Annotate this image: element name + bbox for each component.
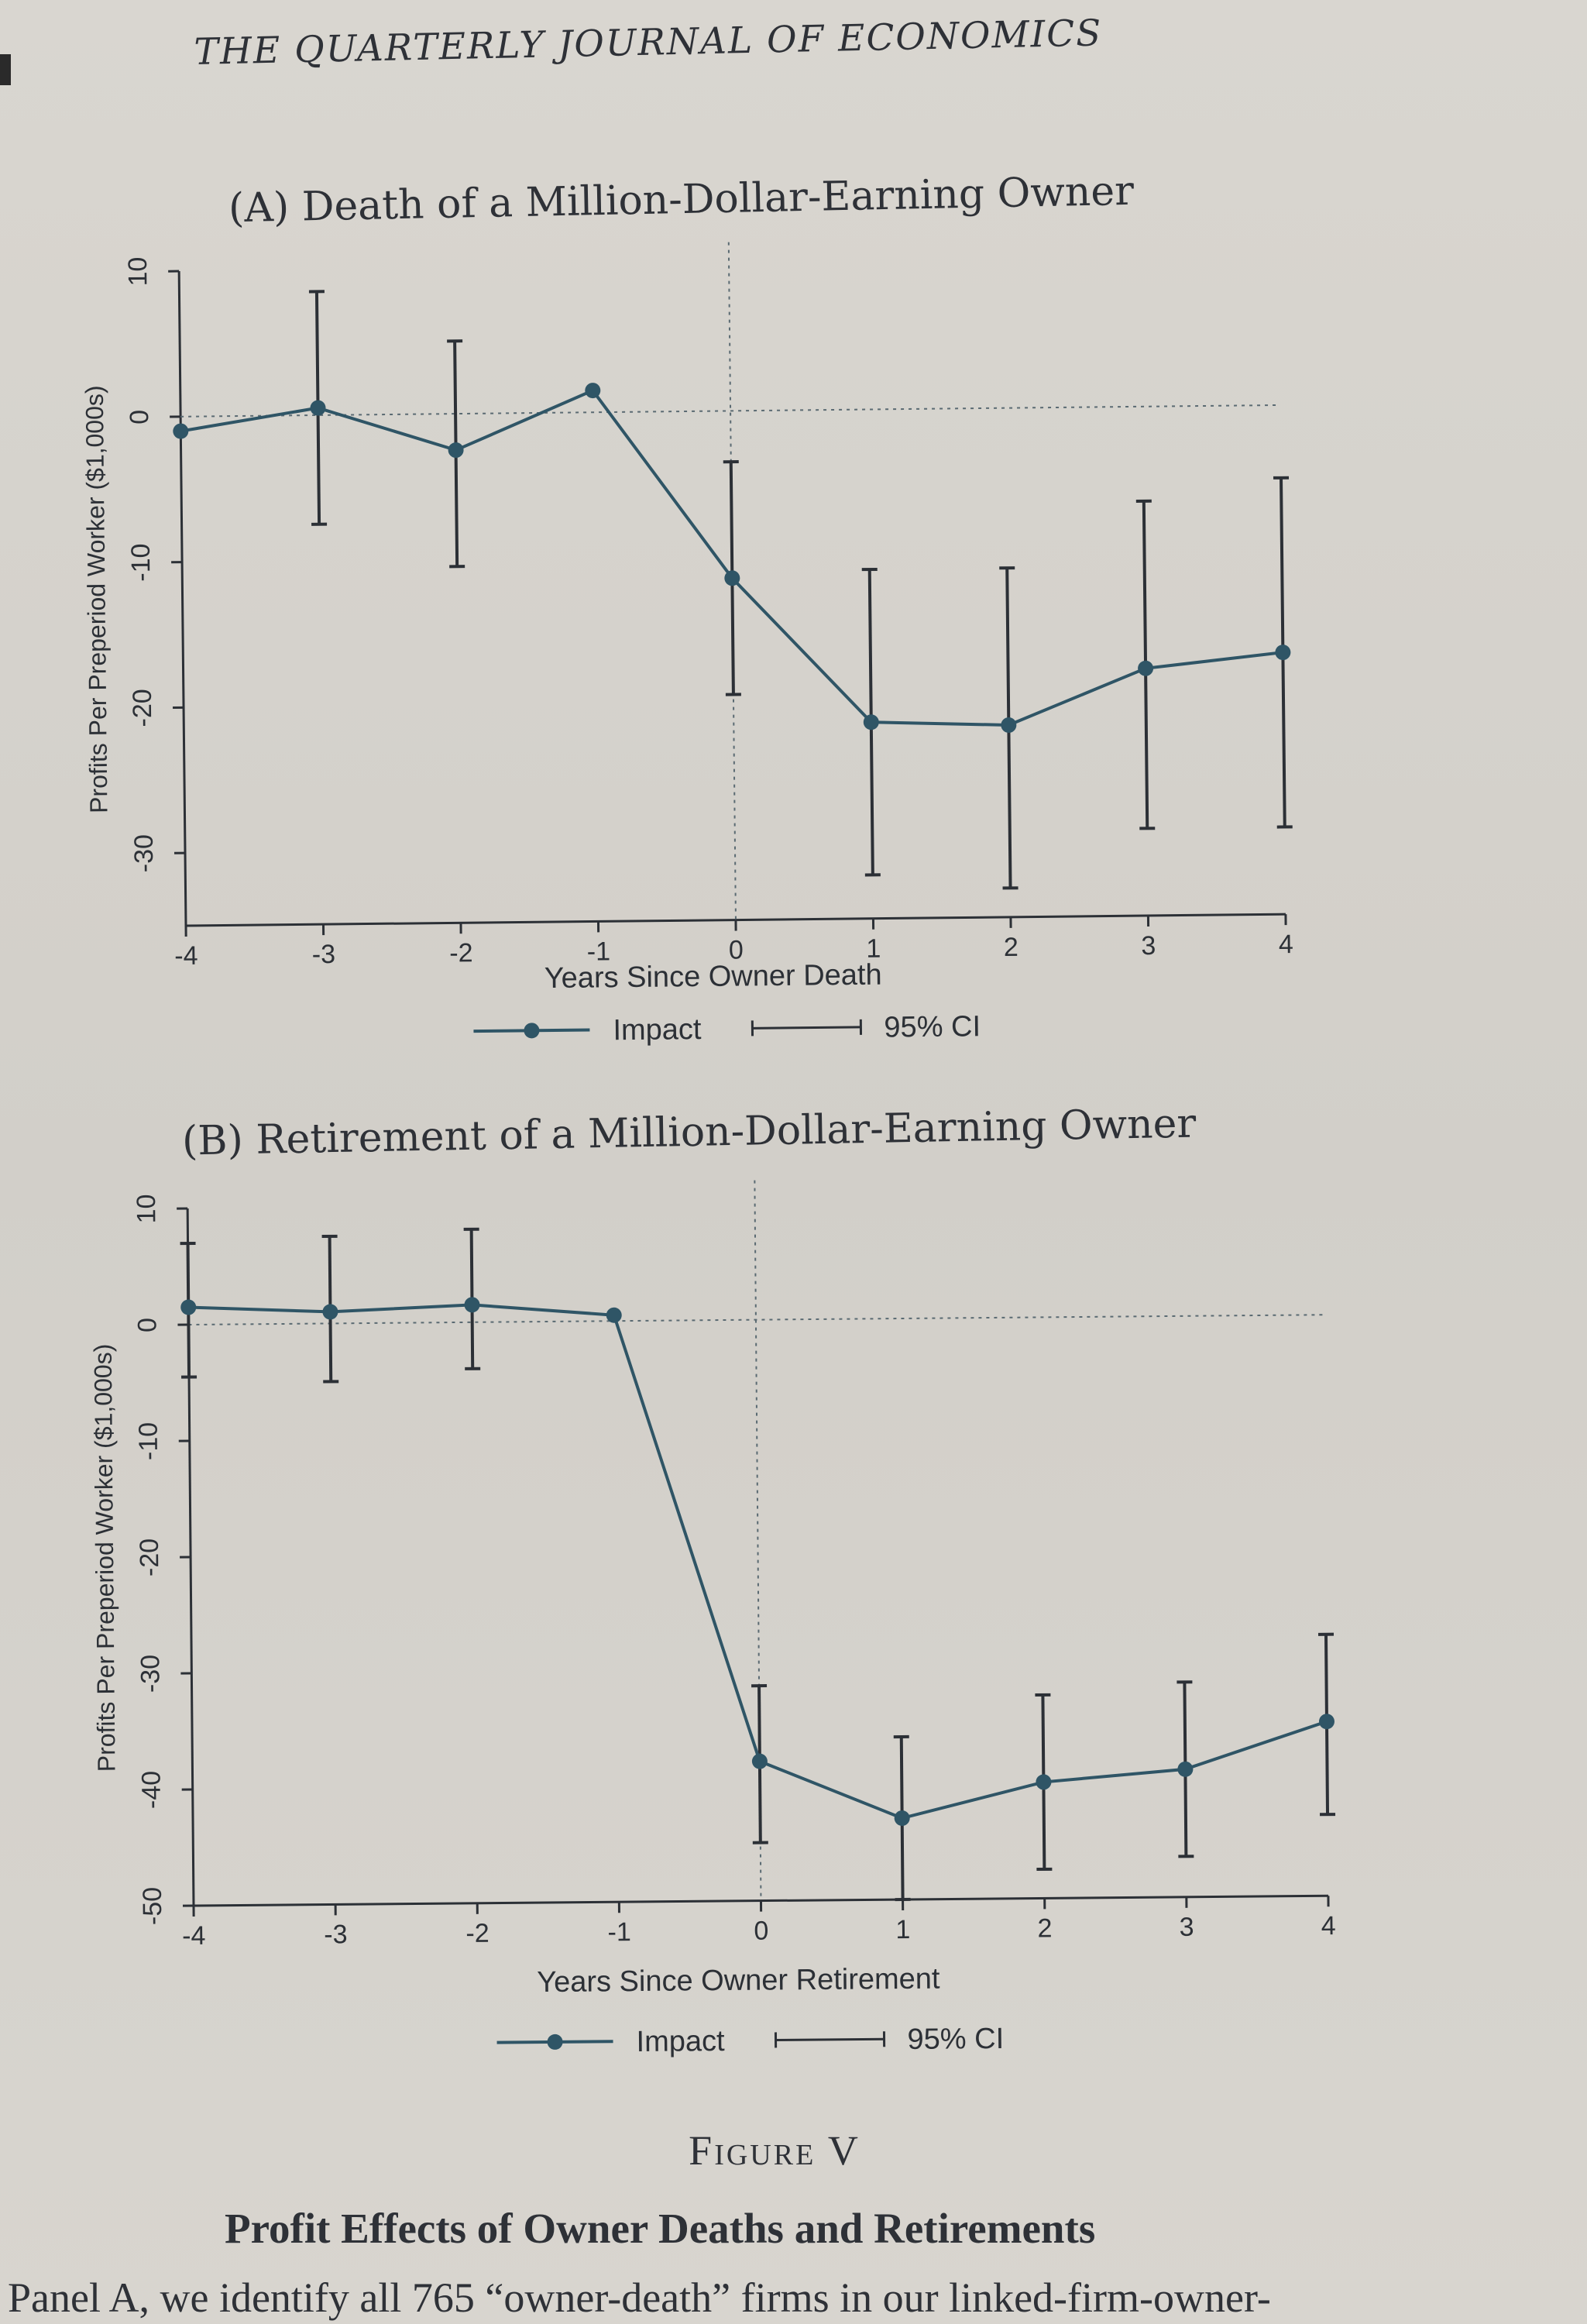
y-tick-label: -30 [129, 834, 160, 873]
legend-impact-marker [524, 1023, 540, 1039]
impact-point [322, 1304, 338, 1320]
impact-point [1177, 1761, 1194, 1777]
x-tick-label: -2 [449, 938, 473, 968]
x-tick-label: 4 [1321, 1911, 1336, 1941]
y-tick-label: -20 [128, 689, 158, 727]
impact-point [1275, 645, 1291, 661]
y-tick-label: 0 [125, 410, 154, 425]
impact-point [751, 1753, 768, 1769]
impact-point [1138, 660, 1154, 676]
impact-point [173, 423, 189, 439]
x-tick-label: -3 [312, 940, 336, 969]
x-tick-label: 0 [729, 935, 744, 964]
impact-point [1036, 1774, 1052, 1790]
impact-point [1001, 717, 1017, 733]
x-tick-label: 1 [866, 934, 881, 964]
x-tick-label: 2 [1004, 933, 1018, 962]
impact-point [310, 400, 326, 416]
x-tick-label: -3 [324, 1920, 348, 1949]
y-tick-label: -20 [135, 1538, 164, 1576]
x-tick-label: -4 [182, 1921, 206, 1951]
impact-point [448, 442, 464, 459]
impact-point [180, 1299, 197, 1315]
impact-point [585, 383, 601, 399]
legend-ci-label: 95% CI [907, 2023, 1004, 2056]
x-tick-label: 0 [754, 1917, 768, 1946]
x-tick-label: 1 [895, 1915, 910, 1944]
y-tick-label: -10 [134, 1422, 163, 1460]
x-tick-label: -1 [587, 937, 611, 966]
impact-point [1318, 1714, 1335, 1730]
figure-caption: Profit Effects of Owner Deaths and Retir… [225, 2205, 1096, 2252]
body-text: Panel A, we identify all 765 “owner-deat… [8, 2274, 1271, 2321]
y-axis [177, 271, 187, 927]
figure-label: Figure V [689, 2127, 860, 2174]
legend-ci-label: 95% CI [884, 1010, 981, 1043]
legend-impact-label: Impact [636, 2025, 725, 2058]
y-tick-label: 10 [132, 1194, 161, 1223]
impact-point [894, 1810, 910, 1827]
x-tick-label: -1 [607, 1917, 631, 1947]
legend-impact-label: Impact [613, 1013, 702, 1047]
y-axis-label: Profits Per Preperiod Worker ($1,000s) [81, 385, 113, 813]
x-tick-label: 4 [1279, 930, 1293, 959]
x-axis-label: Years Since Owner Retirement [537, 1963, 940, 1999]
y-tick-label: -40 [136, 1771, 166, 1809]
zero-reference-line [180, 404, 1281, 418]
y-tick-label: -30 [136, 1655, 165, 1693]
impact-point [606, 1307, 622, 1323]
y-tick-label: 10 [123, 256, 153, 286]
y-axis-label: Profits Per Preperiod Worker ($1,000s) [89, 1344, 121, 1772]
x-tick-label: 3 [1180, 1913, 1194, 1942]
legend-impact-marker [547, 2033, 563, 2050]
y-tick-label: 0 [132, 1318, 162, 1332]
page-edge-mark [0, 54, 11, 85]
x-tick-label: 2 [1037, 1913, 1052, 1943]
impact-point [724, 570, 740, 586]
y-tick-label: -50 [138, 1887, 167, 1925]
x-tick-label: 3 [1141, 931, 1156, 961]
impact-point [464, 1297, 480, 1313]
legend-ci-line [775, 2037, 885, 2041]
impact-point [863, 714, 879, 731]
x-tick-label: -2 [465, 1919, 489, 1948]
legend-ci-line [752, 1026, 861, 1030]
x-axis-label: Years Since Owner Death [544, 959, 882, 995]
y-tick-label: -10 [126, 543, 156, 582]
x-tick-label: -4 [174, 941, 198, 971]
